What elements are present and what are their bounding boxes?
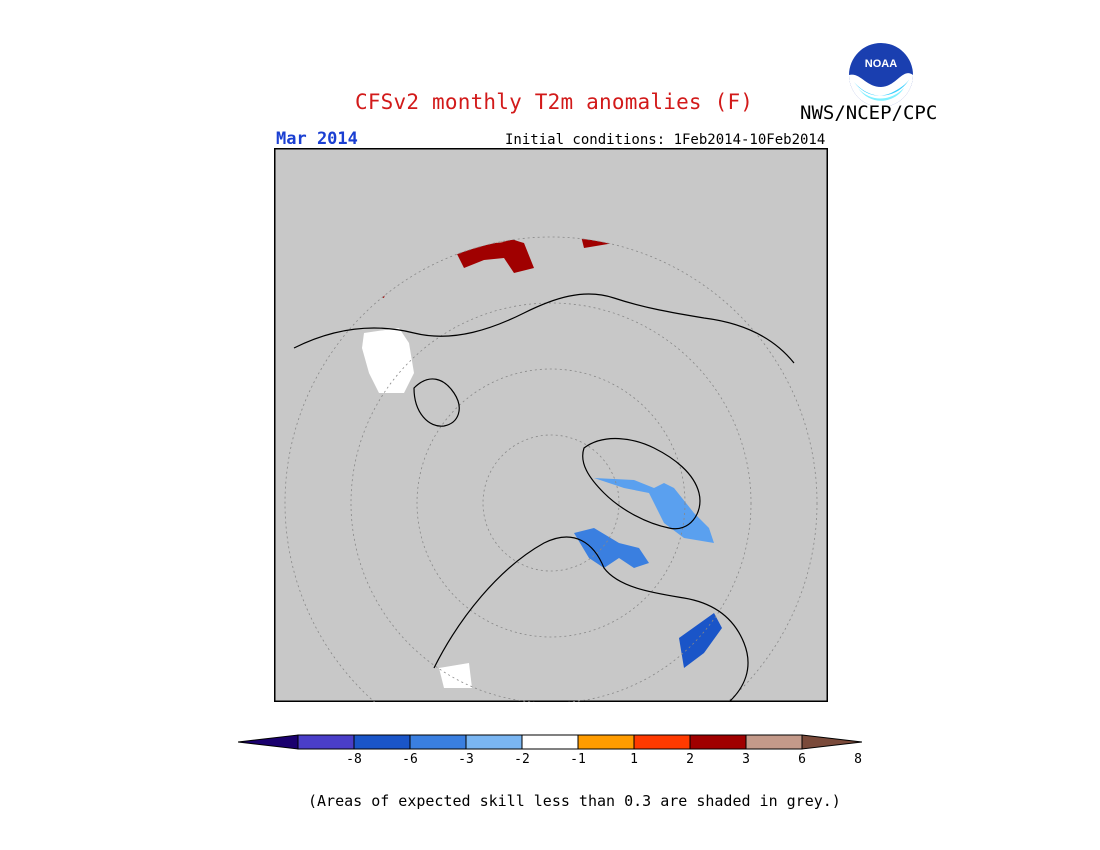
noaa-logo: NOAA (849, 43, 913, 107)
colorbar-swatch (577, 734, 635, 750)
anomaly-patch-blue-arctic (574, 528, 649, 568)
coast-north-america (433, 536, 749, 702)
logo-text: NOAA (865, 58, 897, 70)
agency-label: NWS/NCEP/CPC (800, 102, 938, 124)
colorbar-swatch (689, 734, 747, 750)
coast-scandinavia (413, 378, 460, 427)
colorbar-tick-label: -2 (514, 752, 530, 767)
colorbar-tick-label: -3 (458, 752, 474, 767)
colorbar-swatch (465, 734, 523, 750)
anomaly-patch-white-alaska (439, 663, 472, 688)
colorbar (238, 734, 862, 750)
colorbar-swatches (297, 734, 803, 750)
initial-conditions: Initial conditions: 1Feb2014-10Feb2014 (505, 132, 826, 148)
coast-eurasia (293, 293, 795, 364)
colorbar-swatch (297, 734, 355, 750)
map-frame (274, 148, 828, 702)
colorbar-tick-label: -1 (570, 752, 586, 767)
coast-greenland (582, 437, 701, 530)
colorbar-tick-label: 2 (686, 752, 694, 767)
map-title: CFSv2 monthly T2m anomalies (F) (355, 90, 754, 114)
colorbar-low-triangle (238, 734, 299, 750)
graticule (284, 236, 818, 702)
colorbar-tick-label: 1 (630, 752, 638, 767)
polar-map (274, 148, 828, 702)
colorbar-swatch (409, 734, 467, 750)
anomaly-patch-white-europe (362, 328, 414, 393)
anomaly-patch-blue-greatlakes (679, 613, 722, 668)
colorbar-swatch (745, 734, 803, 750)
colorbar-tick-label: 3 (742, 752, 750, 767)
coastlines (293, 293, 795, 702)
colorbar-swatch (353, 734, 411, 750)
colorbar-tick-label: 6 (798, 752, 806, 767)
colorbar-swatch (521, 734, 579, 750)
skill-footnote: (Areas of expected skill less than 0.3 a… (308, 792, 841, 810)
colorbar-high-triangle (801, 734, 862, 750)
colorbar-tick-label: -8 (346, 752, 362, 767)
colorbar-tick-label: -6 (402, 752, 418, 767)
forecast-month: Mar 2014 (276, 129, 358, 149)
colorbar-swatch (633, 734, 691, 750)
colorbar-tick-label: 8 (854, 752, 862, 767)
